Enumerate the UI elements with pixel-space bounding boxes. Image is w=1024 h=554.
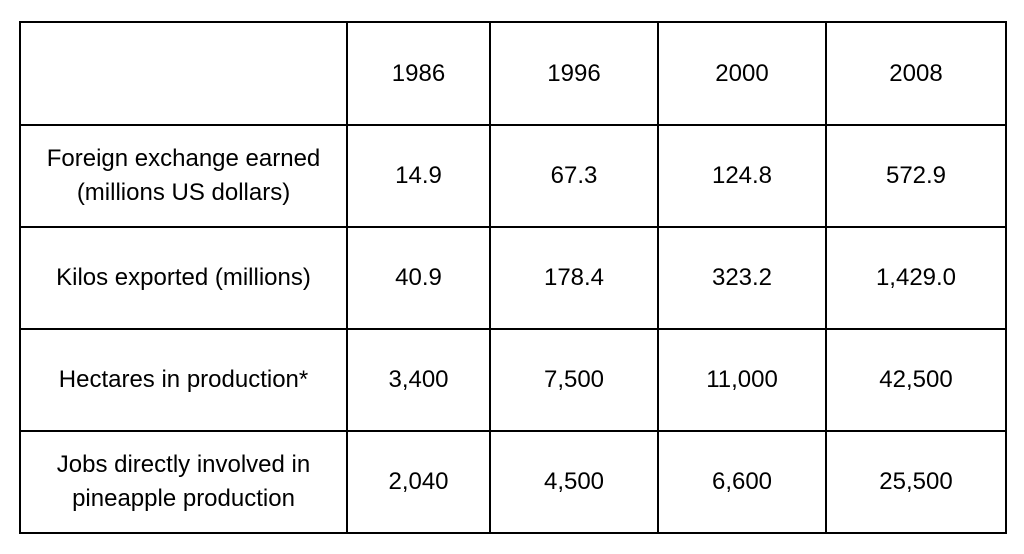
value-cell: 6,600 [657,430,827,534]
row-label-line: Hectares in production* [58,366,309,393]
table-row: Foreign exchange earned (millions US dol… [19,124,1007,228]
value-cell: 2,040 [346,430,491,534]
corner-cell [19,21,348,126]
row-label-line: pineapple production [72,485,295,512]
value-cell: 4,500 [489,430,659,534]
value-cell: 7,500 [489,328,659,432]
data-table: 1986 1996 2000 2008 Foreign exchange ear… [19,21,1007,534]
value-cell: 1,429.0 [825,226,1007,330]
value-cell: 11,000 [657,328,827,432]
value-cell: 3,400 [346,328,491,432]
row-label-line: (millions US dollars) [76,179,291,206]
value-cell: 42,500 [825,328,1007,432]
value-cell: 25,500 [825,430,1007,534]
header-row: 1986 1996 2000 2008 [19,21,1007,126]
row-label-line: Jobs directly involved in [56,451,311,478]
value-cell: 40.9 [346,226,491,330]
value-cell: 323.2 [657,226,827,330]
value-cell: 572.9 [825,124,1007,228]
row-label-line: Foreign exchange earned [46,145,321,172]
row-label: Jobs directly involved in pineapple prod… [19,430,348,534]
value-cell: 14.9 [346,124,491,228]
year-header: 2000 [657,21,827,126]
table-row: Jobs directly involved in pineapple prod… [19,430,1007,534]
row-label: Hectares in production* [19,328,348,432]
value-cell: 124.8 [657,124,827,228]
row-label: Foreign exchange earned (millions US dol… [19,124,348,228]
table-row: Hectares in production* 3,400 7,500 11,0… [19,328,1007,432]
value-cell: 178.4 [489,226,659,330]
value-cell: 67.3 [489,124,659,228]
table-row: Kilos exported (millions) 40.9 178.4 323… [19,226,1007,330]
year-header: 1986 [346,21,491,126]
year-header: 1996 [489,21,659,126]
row-label: Kilos exported (millions) [19,226,348,330]
row-label-line: Kilos exported (millions) [56,264,311,291]
year-header: 2008 [825,21,1007,126]
